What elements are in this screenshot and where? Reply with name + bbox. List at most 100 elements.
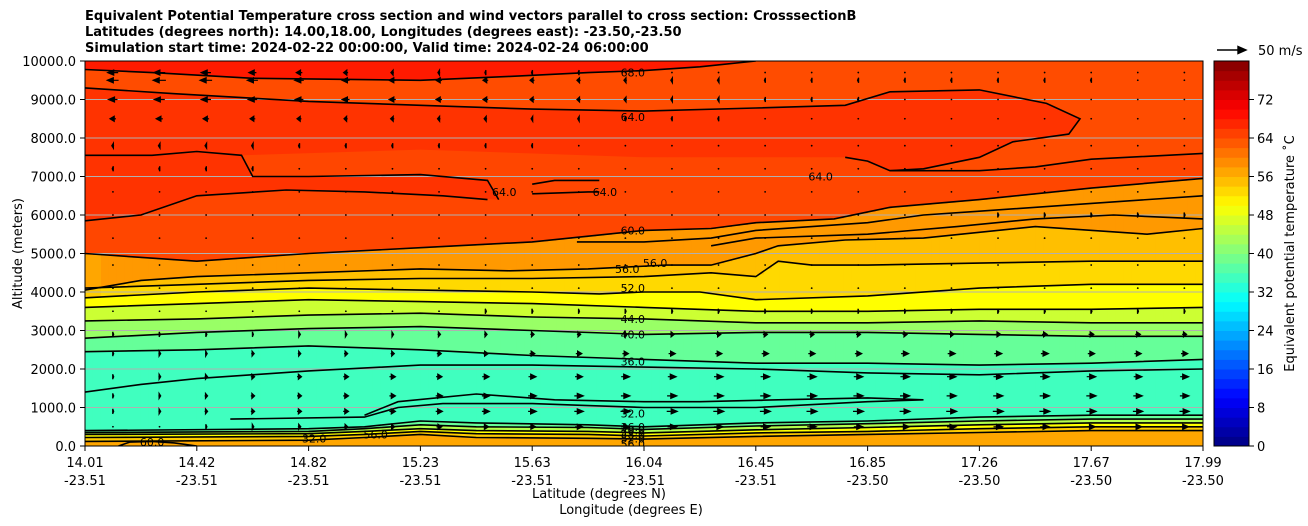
- wind-vector: [112, 373, 115, 380]
- fill-cell: [316, 288, 326, 301]
- fill-cell: [1059, 228, 1068, 263]
- fill-cell: [1067, 322, 1076, 337]
- fill-cell: [260, 436, 270, 442]
- fill-cell: [172, 429, 182, 433]
- fill-cell: [691, 424, 701, 429]
- fill-cell: [260, 429, 270, 433]
- fill-cell: [484, 433, 493, 439]
- colorbar-segment: [1214, 301, 1249, 312]
- fill-cell: [452, 269, 461, 280]
- fill-cell: [1139, 308, 1148, 324]
- fill-cell: [835, 434, 845, 446]
- fill-cell: [396, 429, 406, 434]
- fill-cell: [268, 300, 278, 317]
- fill-cell: [659, 438, 669, 446]
- fill-cell: [612, 428, 621, 433]
- wind-vector: [623, 116, 627, 122]
- contour-label: 52.0: [621, 432, 646, 445]
- fill-cell: [388, 430, 398, 434]
- fill-cell: [819, 297, 829, 312]
- wind-vector: [670, 116, 673, 122]
- fill-cell: [1107, 370, 1116, 416]
- fill-cell: [1163, 261, 1172, 285]
- fill-cell: [516, 303, 525, 318]
- fill-cell: [164, 440, 174, 446]
- fill-cell: [979, 320, 988, 336]
- fill-cell: [659, 432, 669, 437]
- wind-vector: [950, 144, 953, 147]
- fill-cell: [827, 265, 837, 298]
- fill-cell: [636, 435, 645, 440]
- fill-cell: [931, 374, 941, 420]
- fill-cell: [588, 268, 597, 279]
- wind-vector: [671, 264, 673, 266]
- fill-cell: [572, 434, 581, 439]
- wind-vector: [484, 191, 487, 193]
- fill-cell: [1171, 419, 1180, 424]
- fill-cell: [124, 441, 134, 446]
- wind-vector: [344, 264, 347, 266]
- fill-cell: [516, 433, 525, 439]
- fill-cell: [651, 275, 661, 293]
- fill-cell: [819, 421, 829, 426]
- fill-cell: [1051, 309, 1060, 323]
- fill-cell: [1043, 431, 1052, 446]
- fill-cell: [683, 425, 693, 429]
- fill-cell: [628, 292, 637, 308]
- wind-vector: [667, 423, 679, 431]
- fill-cell: [540, 330, 549, 357]
- fill-cell: [1043, 415, 1052, 421]
- fill-cell: [691, 431, 701, 436]
- y-tick-label: 1000.0: [31, 402, 77, 417]
- fill-cell: [132, 257, 142, 282]
- wind-vector: [900, 423, 911, 431]
- fill-cell: [340, 279, 350, 290]
- fill-cell: [580, 438, 589, 446]
- fill-cell: [851, 322, 861, 334]
- fill-cell: [436, 435, 445, 446]
- fill-cell: [212, 440, 222, 446]
- fill-cell: [1155, 284, 1164, 309]
- fill-cell: [731, 332, 741, 364]
- fill-cell: [939, 202, 949, 237]
- fill-cell: [691, 228, 701, 266]
- fill-cell: [156, 293, 166, 306]
- fill-cell: [771, 432, 781, 437]
- fill-cell: [1107, 422, 1116, 428]
- wind-vector: [293, 96, 304, 103]
- fill-cell: [572, 431, 581, 435]
- fill-cell: [763, 311, 773, 324]
- fill-cell: [404, 269, 414, 280]
- fill-cell: [620, 276, 629, 294]
- wind-vector: [993, 392, 1005, 400]
- fill-cell: [460, 430, 469, 434]
- fill-cell: [691, 333, 701, 362]
- wind-vector: [857, 144, 860, 147]
- fill-cell: [723, 260, 733, 275]
- fill-cell: [1107, 426, 1116, 432]
- fill-cell: [540, 355, 549, 366]
- wind-vector: [391, 214, 394, 216]
- fill-cell: [851, 311, 861, 324]
- fill-cell: [787, 322, 797, 334]
- fill-cell: [436, 61, 445, 248]
- fill-cell: [132, 281, 142, 287]
- wind-vector: [481, 392, 491, 400]
- fill-cell: [843, 427, 853, 433]
- fill-cell: [476, 244, 485, 271]
- fill-cell: [364, 437, 374, 446]
- fill-cell: [260, 330, 270, 349]
- fill-cell: [636, 230, 645, 267]
- fill-cell: [1035, 286, 1044, 310]
- fill-cell: [835, 332, 845, 364]
- contour-line-34: [85, 364, 1203, 393]
- fill-cell: [715, 430, 725, 435]
- fill-cell: [148, 334, 158, 352]
- fill-cell: [931, 364, 941, 375]
- fill-cell: [755, 322, 765, 334]
- fill-cell: [452, 422, 461, 427]
- wind-vector: [390, 423, 396, 431]
- fill-cell: [899, 333, 909, 365]
- fill-cell: [540, 292, 549, 305]
